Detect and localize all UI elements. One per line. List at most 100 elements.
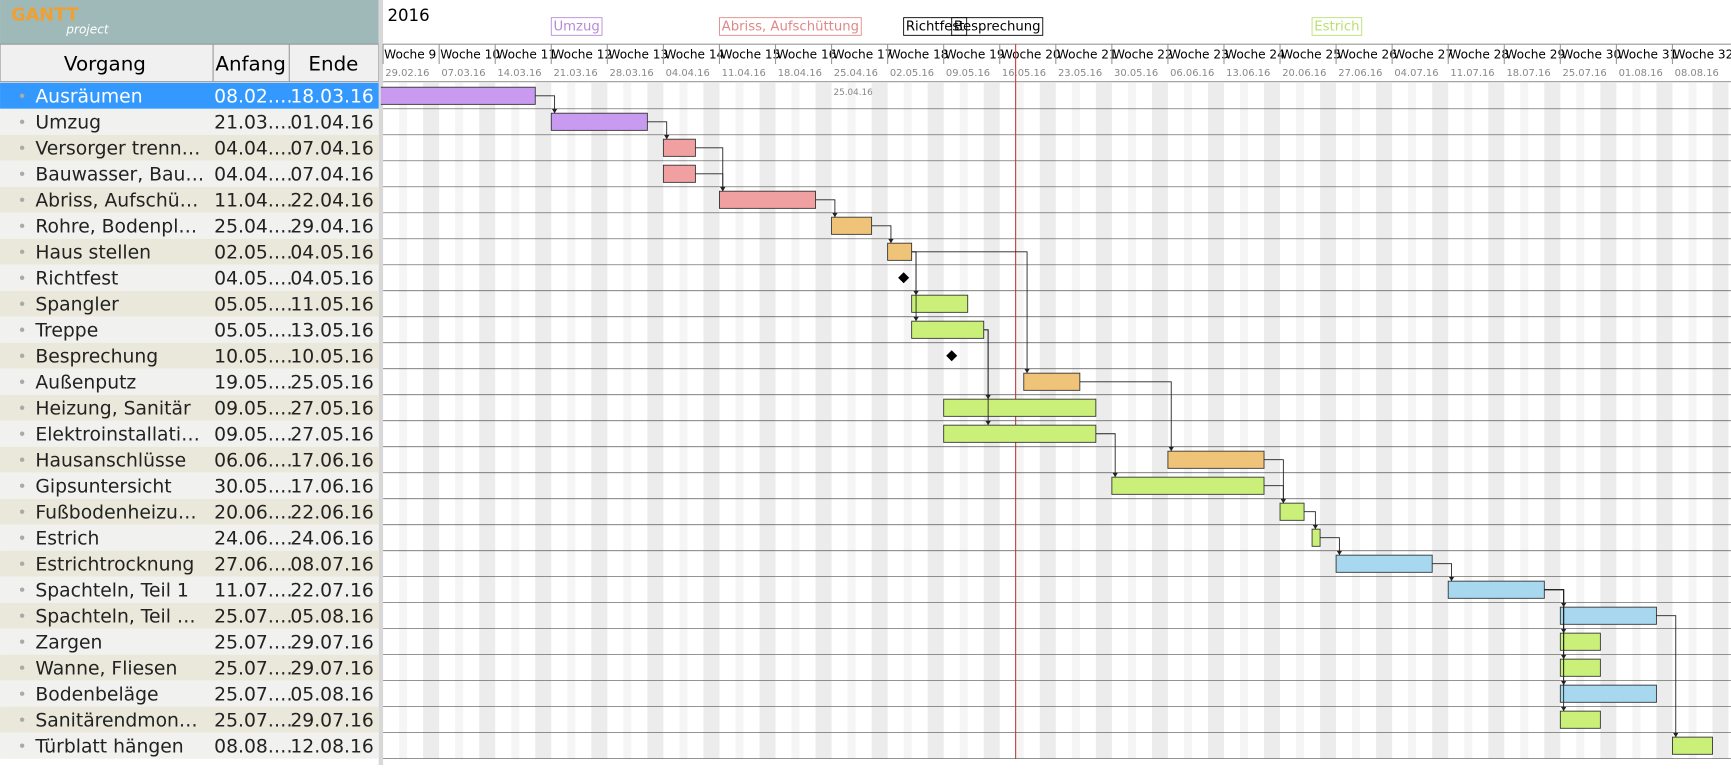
row-bg[interactable]	[0, 316, 379, 343]
task-end[interactable]: 04.05.16	[290, 242, 374, 263]
task-name[interactable]: Richtfest	[35, 268, 118, 289]
task-name[interactable]: Ausräumen	[35, 86, 142, 107]
task-start[interactable]: 27.06.…	[214, 554, 292, 575]
row-bg[interactable]	[0, 654, 379, 681]
row-bg[interactable]	[0, 342, 379, 369]
task-end[interactable]: 01.04.16	[290, 112, 374, 133]
task-name[interactable]: Bodenbeläge	[35, 684, 158, 705]
task-name[interactable]: Treppe	[34, 320, 98, 341]
task-name[interactable]: Abriss, Aufschü…	[35, 190, 198, 211]
row-bg[interactable]	[0, 576, 379, 603]
task-end[interactable]: 05.08.16	[290, 684, 374, 705]
task-bar[interactable]	[1167, 450, 1265, 469]
task-end[interactable]: 08.07.16	[290, 554, 374, 575]
row-bg[interactable]	[0, 420, 379, 447]
task-end[interactable]: 24.06.16	[290, 528, 374, 549]
task-start[interactable]: 05.05.…	[214, 320, 292, 341]
task-bar[interactable]	[1559, 606, 1657, 625]
task-end[interactable]: 29.07.16	[290, 632, 374, 653]
task-end[interactable]: 27.05.16	[290, 398, 374, 419]
task-end[interactable]: 29.07.16	[290, 710, 374, 731]
task-bar[interactable]	[1559, 632, 1601, 651]
task-name[interactable]: Elektroinstallati…	[35, 424, 199, 445]
task-start[interactable]: 30.05.…	[214, 476, 292, 497]
task-end[interactable]: 04.05.16	[290, 268, 374, 289]
task-name[interactable]: Fußbodenheizu…	[35, 502, 196, 523]
task-name[interactable]: Spangler	[35, 294, 119, 315]
task-end[interactable]: 29.07.16	[290, 658, 374, 679]
task-bar[interactable]	[1335, 554, 1433, 573]
row-bg[interactable]	[0, 446, 379, 473]
row-bg[interactable]	[0, 238, 379, 265]
task-name[interactable]: Umzug	[35, 112, 101, 133]
task-start[interactable]: 25.04.…	[214, 216, 292, 237]
task-bar[interactable]	[1447, 580, 1545, 599]
row-bg[interactable]	[0, 368, 379, 395]
task-bar[interactable]	[1559, 710, 1601, 729]
row-bg[interactable]	[0, 524, 379, 551]
task-end[interactable]: 22.06.16	[290, 502, 374, 523]
task-name[interactable]: Zargen	[35, 632, 102, 653]
task-bar[interactable]	[550, 112, 648, 131]
task-name[interactable]: Heizung, Sanitär	[35, 398, 191, 419]
row-bg[interactable]	[0, 680, 379, 707]
task-end[interactable]: 25.05.16	[290, 372, 374, 393]
row-bg[interactable]	[0, 212, 379, 239]
task-name[interactable]: Wanne, Fliesen	[35, 658, 177, 679]
task-start[interactable]: 19.05.…	[214, 372, 292, 393]
task-bar[interactable]	[1559, 658, 1601, 677]
milestone[interactable]	[898, 272, 910, 284]
task-start[interactable]: 05.05.…	[214, 294, 292, 315]
task-bar[interactable]	[1111, 476, 1265, 495]
row-bg[interactable]	[0, 472, 379, 499]
task-name[interactable]: Bauwasser, Bau…	[35, 164, 204, 185]
task-start[interactable]: 21.03.…	[214, 112, 292, 133]
task-bar[interactable]	[1559, 684, 1657, 703]
task-end[interactable]: 10.05.16	[290, 346, 374, 367]
task-start[interactable]: 25.07.…	[214, 606, 292, 627]
task-start[interactable]: 25.07.…	[214, 658, 292, 679]
row-bg[interactable]	[0, 394, 379, 421]
task-name[interactable]: Außenputz	[35, 372, 136, 393]
task-bar[interactable]	[911, 294, 969, 313]
task-start[interactable]: 08.02.…	[214, 86, 292, 107]
task-start[interactable]: 08.08.…	[214, 736, 292, 757]
task-end[interactable]: 13.05.16	[290, 320, 374, 341]
row-bg[interactable]	[0, 602, 379, 629]
task-name[interactable]: Spachteln, Teil 1	[35, 580, 188, 601]
task-name[interactable]: Spachteln, Teil …	[35, 606, 195, 627]
task-bar[interactable]	[943, 424, 1097, 443]
task-name[interactable]: Estrichtrocknung	[35, 554, 194, 575]
row-bg[interactable]	[0, 628, 379, 655]
task-end[interactable]: 22.07.16	[290, 580, 374, 601]
task-end[interactable]: 17.06.16	[290, 450, 374, 471]
task-bar[interactable]	[831, 216, 873, 235]
task-name[interactable]: Türblatt hängen	[34, 736, 183, 757]
task-name[interactable]: Haus stellen	[35, 242, 151, 263]
task-start[interactable]: 09.05.…	[214, 398, 292, 419]
row-bg[interactable]	[0, 186, 379, 213]
row-bg[interactable]	[0, 290, 379, 317]
task-start[interactable]: 24.06.…	[214, 528, 292, 549]
task-end[interactable]: 07.04.16	[290, 164, 374, 185]
task-bar[interactable]	[943, 398, 1097, 417]
task-bar[interactable]	[1672, 736, 1713, 755]
column-header[interactable]: Vorgang	[64, 53, 146, 76]
row-bg[interactable]	[0, 82, 379, 109]
task-end[interactable]: 12.08.16	[290, 736, 374, 757]
task-start[interactable]: 11.07.…	[214, 580, 292, 601]
column-header[interactable]: Anfang	[215, 53, 286, 76]
task-start[interactable]: 02.05.…	[214, 242, 292, 263]
row-bg[interactable]	[0, 264, 379, 291]
row-bg[interactable]	[0, 134, 379, 161]
row-bg[interactable]	[0, 108, 379, 135]
task-bar[interactable]	[719, 190, 816, 209]
task-end[interactable]: 05.08.16	[290, 606, 374, 627]
task-end[interactable]: 22.04.16	[290, 190, 374, 211]
task-bar[interactable]	[887, 242, 913, 261]
task-end[interactable]: 11.05.16	[290, 294, 374, 315]
task-start[interactable]: 11.04.…	[214, 190, 292, 211]
task-bar[interactable]	[1311, 528, 1321, 547]
task-name[interactable]: Versorger trenn…	[35, 138, 200, 159]
task-name[interactable]: Gipsuntersicht	[35, 476, 171, 497]
